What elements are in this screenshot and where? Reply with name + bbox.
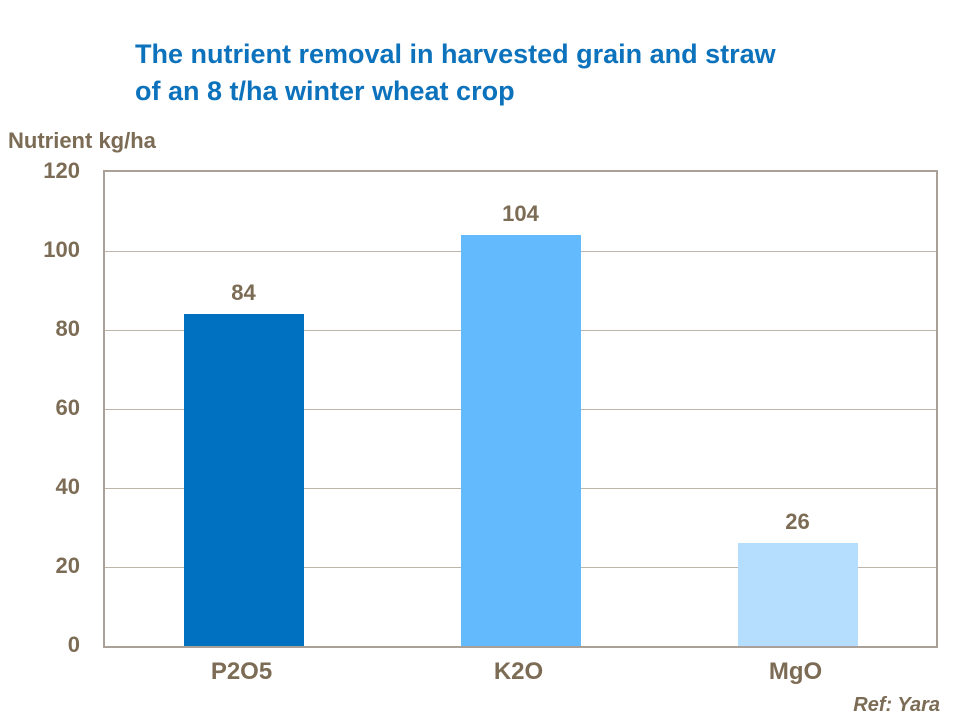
x-category-label-K2O: K2O xyxy=(493,658,544,685)
x-category-label-MgO: MgO xyxy=(768,658,823,685)
bar-K2O xyxy=(460,235,581,646)
y-tick-label-120: 120 xyxy=(43,158,80,183)
x-category-label-P2O5: P2O5 xyxy=(210,658,273,685)
bar-value-label-P2O5: 84 xyxy=(231,280,256,306)
bar-value-label-MgO: 26 xyxy=(785,509,810,535)
bar-value-label-K2O: 104 xyxy=(502,201,539,227)
x-axis-labels: P2O5 K2O MgO xyxy=(103,658,938,690)
y-tick-label-60: 60 xyxy=(55,395,80,420)
y-tick-label-0: 0 xyxy=(67,632,80,657)
chart-title: The nutrient removal in harvested grain … xyxy=(135,36,776,110)
y-tick-label-100: 100 xyxy=(43,237,80,262)
y-tick-label-20: 20 xyxy=(55,553,80,578)
y-tick-label-40: 40 xyxy=(55,474,80,499)
chart-title-line1: The nutrient removal in harvested grain … xyxy=(135,39,776,69)
reference-note: Ref: Yara xyxy=(853,694,940,716)
y-tick-label-80: 80 xyxy=(55,316,80,341)
y-axis-title: Nutrient kg/ha xyxy=(8,128,156,153)
bar-P2O5 xyxy=(183,314,304,646)
plot-area: 84 104 26 xyxy=(103,170,938,648)
chart-title-line2: of an 8 t/ha winter wheat crop xyxy=(135,76,515,106)
bar-MgO xyxy=(737,543,858,646)
